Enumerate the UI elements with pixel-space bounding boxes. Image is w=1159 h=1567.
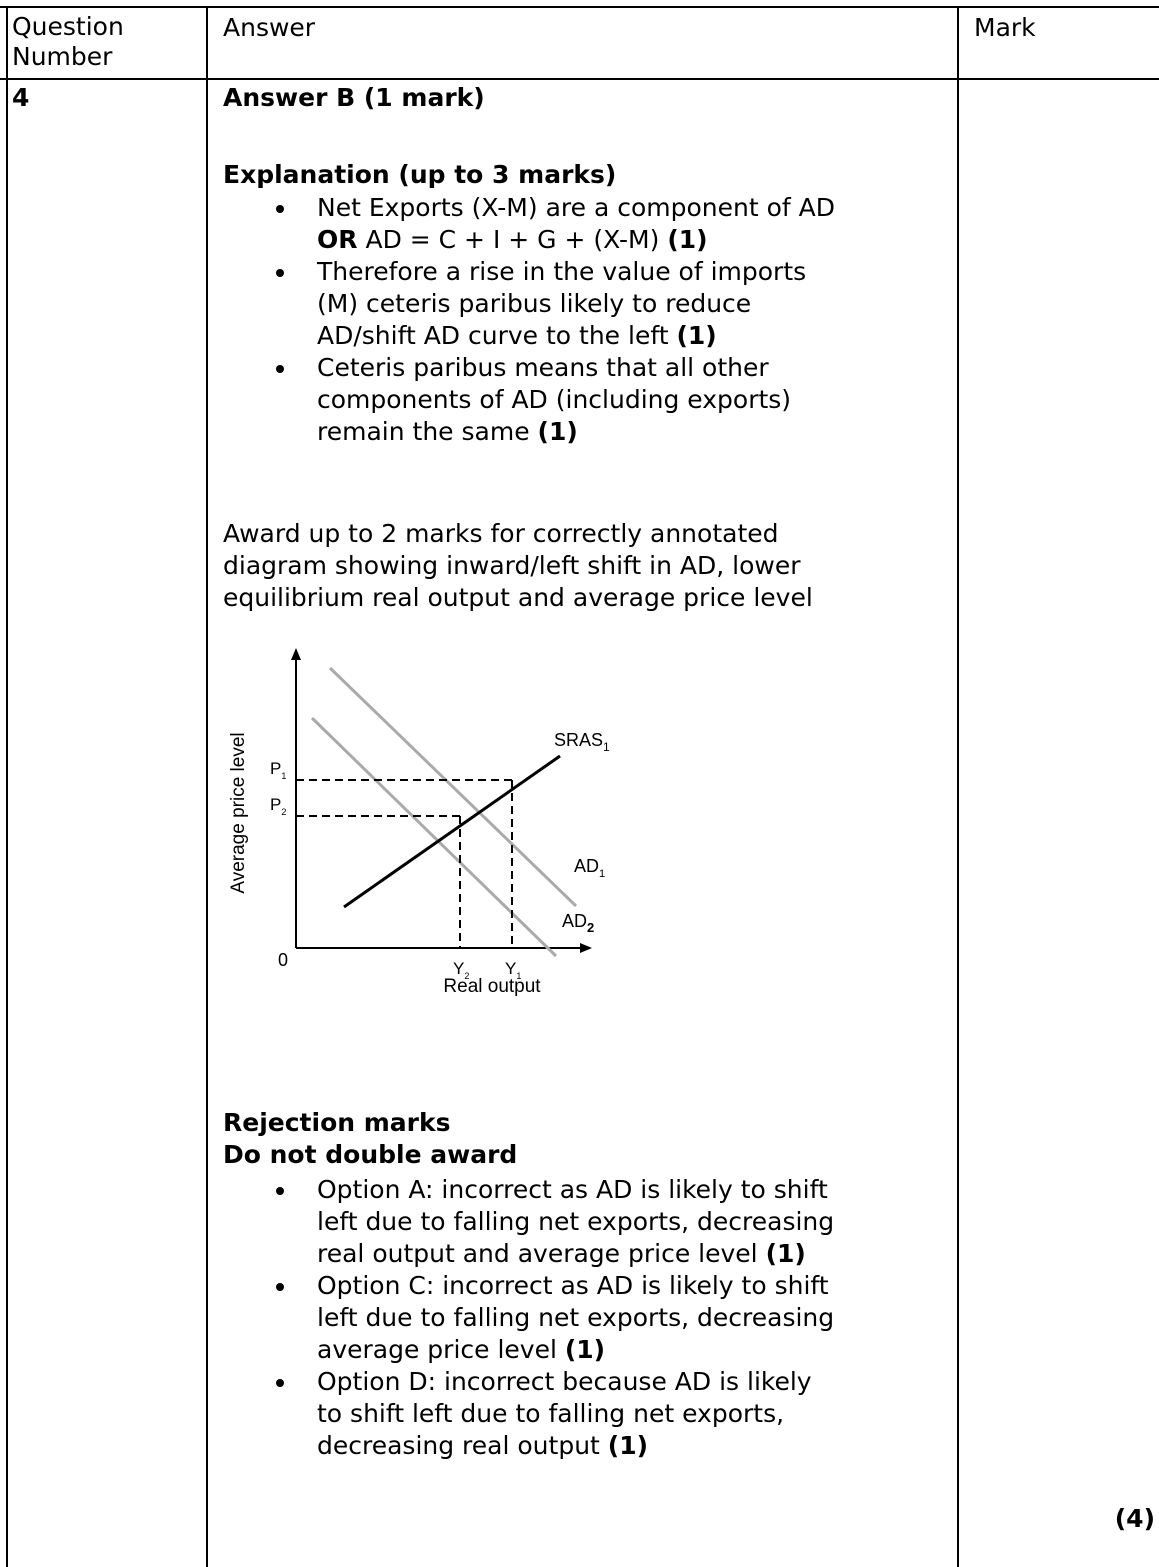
sras-label: SRAS1 xyxy=(554,730,610,754)
ad2-label: AD2 xyxy=(562,911,594,935)
rejection-list: Option A: incorrect as AD is likely to s… xyxy=(270,1174,834,1462)
table-border-header-bottom xyxy=(0,78,1159,80)
total-mark: (4) xyxy=(1114,1504,1155,1533)
y1-label: Y1 xyxy=(505,959,521,981)
diagram-instruction: Award up to 2 marks for correctly annota… xyxy=(223,519,813,612)
ad2-curve xyxy=(310,716,558,958)
p2-label: P2 xyxy=(270,795,286,817)
table-border-top xyxy=(0,6,1159,8)
table-border-left xyxy=(6,6,8,1567)
table-border-col1 xyxy=(206,6,208,1567)
explanation-point: Net Exports (X-M) are a component of AD … xyxy=(270,192,835,256)
rejection-subheading: Do not double award xyxy=(223,1140,518,1169)
header-question-number: Question Number xyxy=(12,12,124,71)
rejection-point: Option C: incorrect as AD is likely to s… xyxy=(270,1270,834,1366)
table-border-col2 xyxy=(957,6,959,1567)
header-answer: Answer xyxy=(223,13,316,42)
ad-as-diagram: Average price level Real output 0 SRAS1 … xyxy=(228,648,610,997)
explanation-point: Therefore a rise in the value of imports… xyxy=(270,256,835,352)
x-axis-label: Real output xyxy=(443,976,541,997)
y-axis-arrow xyxy=(291,648,301,660)
y2-label: Y2 xyxy=(453,959,469,981)
rejection-point: Option D: incorrect because AD is likely… xyxy=(270,1366,834,1462)
p1-label: P1 xyxy=(270,759,286,781)
x-axis-arrow xyxy=(580,943,592,953)
explanation-list: Net Exports (X-M) are a component of AD … xyxy=(270,192,835,448)
rejection-point: Option A: incorrect as AD is likely to s… xyxy=(270,1174,834,1270)
explanation-heading: Explanation (up to 3 marks) xyxy=(223,160,617,189)
sras-curve xyxy=(343,754,561,909)
explanation-point: Ceteris paribus means that all other com… xyxy=(270,352,835,448)
header-mark: Mark xyxy=(974,13,1036,42)
origin-label: 0 xyxy=(278,950,288,970)
y-axis-label: Average price level xyxy=(228,732,249,893)
answer-heading: Answer B (1 mark) xyxy=(223,83,485,112)
rejection-heading: Rejection marks xyxy=(223,1108,451,1137)
question-number: 4 xyxy=(12,83,30,112)
ad1-label: AD1 xyxy=(574,856,605,880)
ad1-curve xyxy=(328,666,578,908)
